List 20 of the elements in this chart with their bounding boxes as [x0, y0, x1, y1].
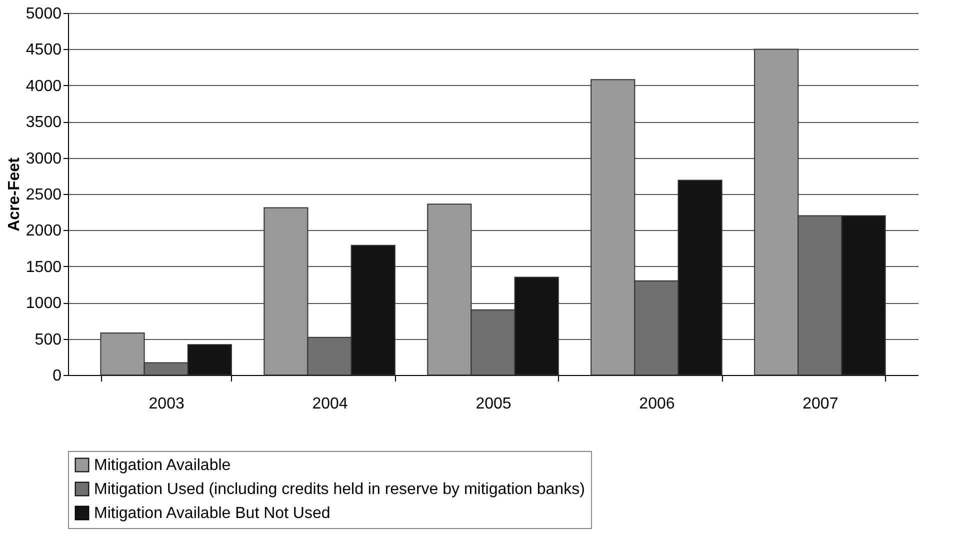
legend-label: Mitigation Available But Not Used — [94, 505, 330, 522]
legend-label: Mitigation Available — [94, 457, 231, 474]
y-tick-label: 3000 — [26, 150, 62, 168]
x-tick-label: 2006 — [639, 396, 675, 412]
y-tick-label: 5000 — [26, 6, 62, 22]
y-tick-label: 2000 — [26, 222, 62, 240]
x-tick-label: 2005 — [476, 396, 512, 412]
y-tick-label: 4000 — [26, 78, 62, 95]
x-tick-label: 2007 — [802, 396, 838, 412]
y-axis-title: Acre-Feet — [6, 156, 23, 232]
y-tick-label: 500 — [34, 331, 62, 348]
y-tick-label: 2500 — [26, 186, 62, 204]
y-tick-label: 0 — [52, 368, 62, 384]
x-tick-label: 2003 — [148, 396, 184, 412]
y-tick-label: 1500 — [26, 258, 62, 276]
y-tick-label: 1000 — [26, 295, 62, 312]
y-tick-label: 4500 — [26, 42, 62, 59]
x-tick-label: 2004 — [312, 396, 348, 412]
y-tick-label: 3500 — [26, 114, 62, 132]
legend-label: Mitigation Used (including credits held in reserve by mitigation banks) — [94, 481, 585, 498]
